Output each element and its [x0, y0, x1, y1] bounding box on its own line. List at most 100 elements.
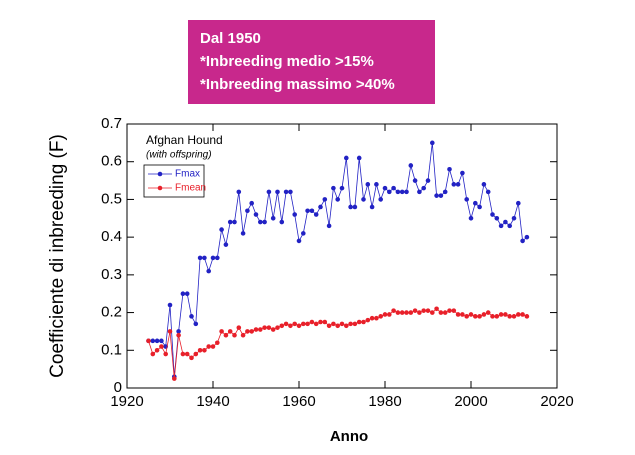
y-tick-label: 0: [114, 379, 122, 396]
data-point: [275, 189, 280, 195]
data-point: [408, 163, 414, 168]
data-point: [245, 208, 250, 214]
data-point: [249, 329, 254, 334]
data-point: [245, 329, 250, 334]
data-point: [322, 197, 328, 202]
data-point: [219, 227, 224, 232]
data-point: [481, 312, 487, 317]
data-point: [266, 325, 272, 330]
data-point: [249, 200, 254, 206]
legend-swatch: [157, 185, 163, 191]
legend-box: [143, 164, 205, 198]
data-point: [485, 310, 491, 315]
data-point: [176, 332, 181, 338]
data-point: [361, 319, 366, 325]
data-point: [430, 140, 435, 146]
data-point: [473, 314, 478, 319]
data-point: [369, 204, 375, 210]
legend-subtitle: (with offspring): [146, 150, 212, 161]
data-point: [412, 178, 418, 183]
data-point: [150, 351, 156, 357]
data-point: [485, 189, 491, 195]
data-point: [262, 219, 267, 225]
data-point: [382, 312, 388, 317]
data-point: [309, 208, 315, 214]
data-point: [464, 314, 470, 319]
data-point: [425, 308, 431, 313]
data-point: [232, 332, 237, 338]
data-point: [305, 208, 310, 214]
data-point: [283, 321, 289, 327]
data-point: [159, 338, 164, 344]
data-point: [150, 338, 156, 344]
data-point: [516, 312, 521, 317]
data-point: [395, 310, 401, 315]
data-point: [335, 197, 341, 202]
data-point: [232, 219, 237, 225]
data-point: [266, 189, 272, 195]
data-point: [438, 310, 444, 315]
annotation-line: *Inbreeding massimo >40%: [200, 76, 395, 93]
data-point: [511, 215, 517, 221]
y-tick-label: 0.1: [101, 341, 122, 358]
data-point: [352, 321, 358, 327]
data-point: [210, 255, 216, 261]
data-point: [309, 319, 315, 325]
annotation-line: *Inbreeding medio >15%: [200, 53, 374, 70]
data-point: [434, 306, 439, 312]
data-point: [430, 310, 435, 315]
data-point: [391, 185, 396, 191]
data-point: [524, 234, 530, 240]
data-point: [279, 323, 285, 329]
x-axis-label: Anno: [330, 428, 368, 445]
data-point: [223, 332, 229, 338]
data-point: [447, 308, 452, 313]
data-point: [399, 189, 405, 195]
data-point: [206, 344, 211, 349]
data-point: [520, 238, 525, 244]
data-point: [391, 308, 396, 313]
y-tick-label: 0.4: [101, 228, 122, 245]
data-point: [490, 314, 495, 319]
data-point: [262, 325, 267, 330]
data-point: [421, 185, 427, 191]
data-point: [481, 182, 487, 187]
data-point: [193, 351, 199, 357]
data-point: [374, 315, 379, 321]
data-point: [378, 314, 384, 319]
data-point: [477, 314, 482, 319]
data-point: [494, 215, 500, 221]
data-point: [318, 319, 323, 325]
data-point: [442, 189, 448, 195]
data-point: [417, 189, 422, 195]
data-point: [305, 321, 310, 327]
data-point: [356, 155, 362, 161]
data-point: [223, 242, 229, 247]
data-point: [438, 193, 444, 198]
series-line: [148, 308, 528, 379]
data-point: [326, 323, 332, 329]
x-tick-label: 2000: [454, 393, 487, 410]
y-tick-label: 0.3: [101, 266, 122, 283]
x-tick-label: 1940: [196, 393, 229, 410]
data-point: [344, 323, 349, 329]
x-tick-label: 1980: [368, 393, 401, 410]
data-point: [412, 308, 418, 313]
data-point: [253, 212, 259, 217]
data-point: [313, 321, 319, 327]
data-point: [494, 314, 500, 319]
data-point: [524, 314, 530, 319]
data-point: [202, 255, 207, 261]
y-tick-label: 0.6: [101, 153, 122, 170]
data-point: [227, 329, 233, 334]
data-point: [279, 219, 285, 225]
data-point: [189, 355, 194, 361]
data-point: [180, 351, 186, 357]
data-point: [301, 231, 306, 236]
data-point: [451, 308, 457, 313]
data-point: [365, 317, 371, 323]
data-point: [253, 327, 259, 332]
data-point: [313, 212, 319, 217]
data-point: [326, 223, 332, 229]
